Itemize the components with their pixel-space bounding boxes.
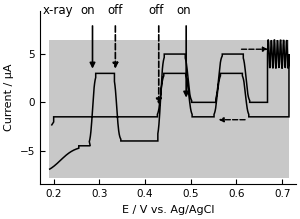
Text: on: on bbox=[81, 4, 95, 17]
Text: off: off bbox=[149, 4, 164, 17]
Text: on: on bbox=[177, 4, 191, 17]
Text: off: off bbox=[108, 4, 123, 17]
X-axis label: E / V vs. Ag/AgCl: E / V vs. Ag/AgCl bbox=[122, 205, 214, 215]
Bar bbox=[49, 40, 289, 178]
Text: x-ray: x-ray bbox=[43, 4, 74, 17]
Y-axis label: Current / μA: Current / μA bbox=[4, 64, 14, 131]
